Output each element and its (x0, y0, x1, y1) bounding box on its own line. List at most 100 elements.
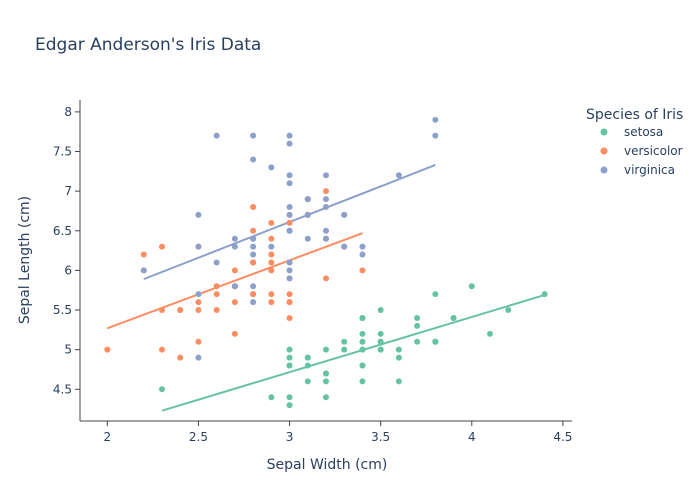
data-point-versicolor (268, 267, 275, 274)
data-point-setosa (304, 354, 311, 361)
data-point-setosa (414, 338, 421, 345)
data-point-setosa (359, 346, 366, 353)
data-point-versicolor (213, 307, 220, 314)
data-point-setosa (487, 330, 493, 337)
chart-title: Edgar Anderson's Iris Data (35, 35, 261, 55)
data-point-versicolor (250, 204, 257, 210)
data-point-virginica (286, 211, 293, 218)
series-setosa (159, 283, 548, 409)
data-point-virginica (432, 116, 439, 123)
data-point-virginica (286, 227, 293, 234)
data-point-versicolor (195, 338, 202, 345)
data-point-virginica (231, 235, 238, 242)
data-point-setosa (268, 394, 275, 401)
data-point-virginica (359, 243, 366, 250)
data-point-versicolor (159, 307, 165, 314)
data-point-versicolor (286, 299, 293, 306)
data-point-versicolor (195, 307, 202, 314)
data-point-setosa (359, 314, 366, 321)
data-point-virginica (323, 227, 329, 234)
x-axis-title: Sepal Width (cm) (267, 457, 388, 473)
data-point-setosa (377, 338, 384, 345)
data-point-virginica (323, 204, 329, 210)
data-point-versicolor (268, 219, 275, 226)
legend-label-setosa: setosa (624, 125, 663, 139)
data-point-virginica (195, 291, 202, 298)
data-point-setosa (304, 378, 311, 385)
data-point-virginica (286, 259, 293, 266)
data-point-versicolor (268, 291, 275, 298)
y-tick-label: 5.5 (53, 303, 72, 317)
data-point-setosa (377, 307, 384, 314)
data-point-versicolor (323, 275, 329, 282)
data-point-setosa (541, 291, 548, 298)
data-point-virginica (304, 235, 311, 242)
data-point-setosa (286, 394, 293, 401)
data-point-virginica (341, 243, 348, 250)
data-point-setosa (450, 314, 457, 321)
trendline-versicolor (106, 232, 363, 330)
data-point-virginica (323, 196, 329, 203)
data-point-virginica (250, 235, 257, 242)
x-tick-label: 3 (286, 430, 294, 444)
data-point-versicolor (359, 267, 366, 274)
data-point-setosa (286, 354, 293, 361)
data-point-setosa (359, 338, 366, 345)
data-point-versicolor (195, 299, 202, 306)
y-tick-label: 5 (64, 343, 72, 357)
legend-item-setosa[interactable]: setosa (600, 125, 664, 139)
x-tick-label: 4.5 (553, 430, 572, 444)
y-axis: 4.5 5 5.5 6 6.5 7 7.5 8 Sepal Length (cm) (17, 100, 81, 421)
y-tick-label: 7 (64, 184, 72, 198)
data-point-versicolor (104, 346, 111, 353)
data-point-versicolor (213, 283, 220, 290)
data-point-virginica (395, 172, 402, 179)
data-point-versicolor (159, 346, 165, 353)
data-point-virginica (250, 251, 257, 258)
legend-marker-setosa (600, 128, 608, 136)
data-point-setosa (395, 378, 402, 385)
series-virginica (140, 116, 439, 361)
x-tick-label: 4 (468, 430, 476, 444)
data-point-setosa (159, 386, 165, 393)
data-point-virginica (286, 180, 293, 187)
data-point-setosa (323, 378, 329, 385)
data-point-versicolor (159, 243, 165, 250)
data-point-virginica (286, 172, 293, 179)
legend-title: Species of Iris (586, 107, 683, 123)
y-tick-label: 6.5 (53, 224, 72, 238)
data-point-setosa (359, 330, 366, 337)
data-point-setosa (286, 346, 293, 353)
data-point-setosa (323, 394, 329, 401)
data-point-virginica (323, 172, 329, 179)
y-tick-label: 4.5 (53, 382, 72, 396)
x-axis: 2 2.5 3 3.5 4 4.5 Sepal Width (cm) (80, 420, 572, 473)
data-point-setosa (505, 307, 512, 314)
data-point-versicolor (286, 314, 293, 321)
data-point-setosa (377, 346, 384, 353)
data-point-virginica (304, 196, 311, 203)
data-point-versicolor (268, 235, 275, 242)
legend-item-virginica[interactable]: virginica (600, 163, 676, 177)
data-point-setosa (286, 362, 293, 369)
x-tick-label: 2.5 (189, 430, 208, 444)
data-point-virginica (250, 243, 257, 250)
y-tick-label: 6 (64, 263, 72, 277)
data-point-virginica (231, 283, 238, 290)
legend-item-versicolor[interactable]: versicolor (600, 144, 683, 158)
y-ticks: 4.5 5 5.5 6 6.5 7 7.5 8 (53, 105, 80, 396)
data-point-virginica (213, 132, 220, 139)
y-tick-label: 8 (64, 105, 72, 119)
data-point-virginica (304, 211, 311, 218)
data-point-virginica (195, 211, 202, 218)
data-point-setosa (341, 346, 348, 353)
y-tick-label: 7.5 (53, 145, 72, 159)
data-point-virginica (140, 267, 147, 274)
data-point-virginica (341, 211, 348, 218)
data-point-virginica (195, 243, 202, 250)
legend-items: setosa versicolor virginica (600, 125, 683, 177)
data-point-virginica (231, 243, 238, 250)
data-point-setosa (359, 378, 366, 385)
data-point-setosa (432, 291, 439, 298)
